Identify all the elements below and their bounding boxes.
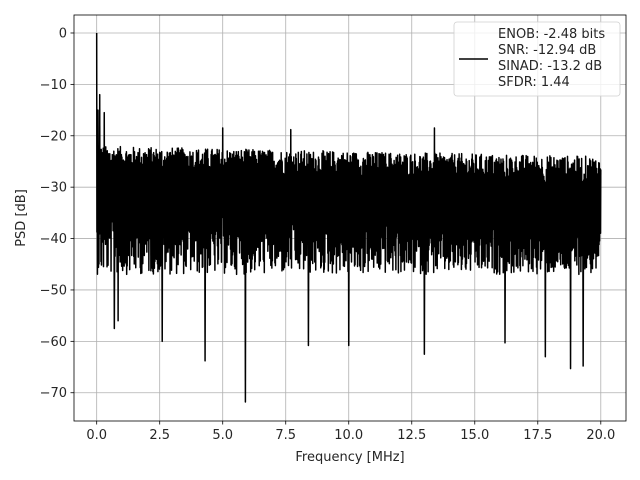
- legend-box: [453, 21, 621, 97]
- y-tick-label: 0: [59, 26, 67, 41]
- axes-frame: [73, 14, 627, 422]
- y-axis-label: PSD [dB]: [14, 189, 29, 247]
- y-tick-label: −50: [40, 283, 67, 298]
- x-tick-label: 0.0: [86, 428, 107, 443]
- x-axis: 0.0 2.5 5.0 7.5 10.0 12.5 15.0 17.5 20.0: [86, 421, 615, 443]
- y-tick-label: −10: [40, 78, 67, 93]
- psd-series-line: [95, 32, 602, 403]
- legend-sfdr: SFDR: 1.44: [498, 75, 570, 90]
- y-axis: 0 −10 −20 −30 −40 −50 −60 −70: [40, 26, 74, 401]
- x-tick-label: 20.0: [586, 428, 615, 443]
- y-tick-label: −60: [40, 335, 67, 350]
- legend-snr: SNR: -12.94 dB: [498, 43, 596, 58]
- x-tick-label: 2.5: [149, 428, 170, 443]
- x-tick-label: 7.5: [275, 428, 296, 443]
- y-tick-label: −40: [40, 232, 67, 247]
- x-tick-label: 10.0: [334, 428, 363, 443]
- legend: ENOB: -2.48 bits SNR: -12.94 dB SINAD: -…: [453, 21, 621, 97]
- plot-area: [95, 32, 602, 403]
- x-tick-label: 17.5: [523, 428, 552, 443]
- y-tick-label: −30: [40, 181, 67, 196]
- x-axis-label: Frequency [MHz]: [295, 450, 404, 465]
- y-tick-label: −70: [40, 386, 67, 401]
- legend-sinad: SINAD: -13.2 dB: [498, 59, 602, 74]
- x-tick-label: 5.0: [212, 428, 233, 443]
- x-tick-label: 12.5: [397, 428, 426, 443]
- x-tick-label: 15.0: [460, 428, 489, 443]
- legend-enob: ENOB: -2.48 bits: [498, 27, 605, 42]
- y-tick-label: −20: [40, 129, 67, 144]
